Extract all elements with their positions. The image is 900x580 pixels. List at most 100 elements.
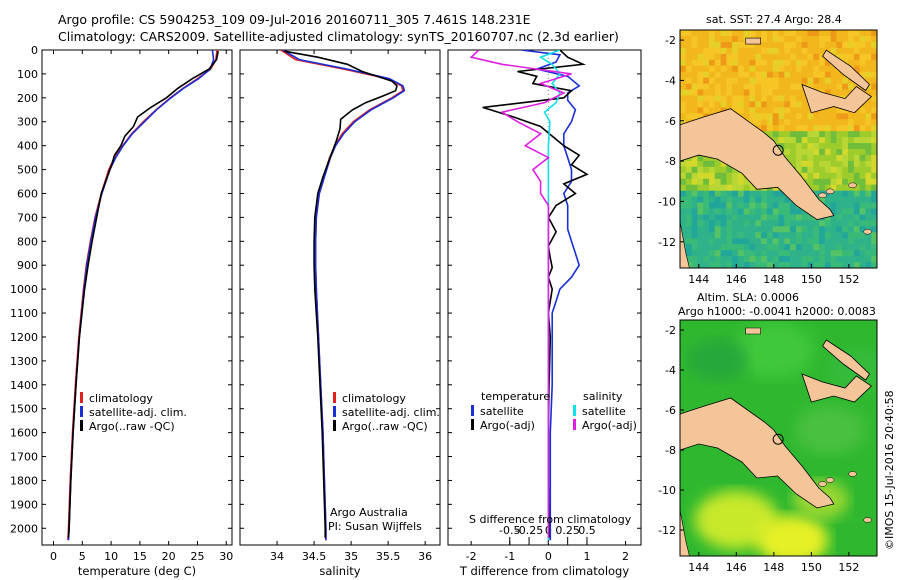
sst-cell bbox=[691, 47, 698, 55]
map-x-tick-label: 148 bbox=[763, 273, 784, 286]
sst-cell bbox=[865, 184, 872, 192]
sst-cell bbox=[813, 65, 820, 73]
sst-cell bbox=[830, 172, 837, 180]
sst-cell bbox=[859, 30, 866, 37]
sst-cell bbox=[784, 77, 791, 85]
sst-cell bbox=[836, 119, 843, 126]
sst-cell bbox=[726, 101, 733, 108]
sst-cell bbox=[824, 113, 832, 120]
sst-cell bbox=[743, 59, 751, 67]
sst-cell bbox=[703, 101, 710, 108]
sst-cell bbox=[824, 160, 832, 168]
sst-cell bbox=[790, 208, 797, 215]
sst-cell bbox=[685, 83, 693, 91]
sst-cell bbox=[824, 178, 832, 186]
sst-cell bbox=[703, 89, 710, 96]
sst-cell bbox=[865, 41, 872, 49]
sst-cell bbox=[842, 220, 849, 227]
series-line-climatology bbox=[280, 50, 404, 541]
sst-cell bbox=[732, 107, 739, 114]
sst-cell bbox=[772, 190, 780, 198]
sst-cell bbox=[859, 196, 866, 204]
sst-cell bbox=[813, 30, 820, 37]
sst-cell bbox=[749, 113, 756, 120]
sst-cell bbox=[848, 232, 855, 239]
sst-cell bbox=[824, 107, 832, 114]
sst-cell bbox=[709, 101, 716, 108]
sst-cell bbox=[819, 119, 826, 126]
sst-cell bbox=[691, 220, 698, 227]
y-tick-label: 1300 bbox=[10, 355, 38, 368]
sst-cell bbox=[680, 166, 687, 174]
sst-cell bbox=[720, 250, 727, 257]
sst-cell bbox=[859, 232, 866, 239]
sst-cell bbox=[853, 137, 861, 144]
legend-item-argo: Argo(..raw -QC) bbox=[333, 420, 440, 433]
sst-cell bbox=[795, 119, 803, 126]
sst-cell bbox=[819, 143, 826, 150]
sst-cell bbox=[842, 208, 849, 215]
sst-cell bbox=[830, 131, 837, 138]
sst-cell bbox=[784, 95, 791, 102]
sst-cell bbox=[859, 47, 866, 55]
sst-cell bbox=[766, 214, 774, 221]
sst-cell bbox=[795, 154, 803, 162]
sst-cell bbox=[859, 53, 866, 61]
sst-cell bbox=[680, 41, 687, 49]
sst-cell bbox=[749, 238, 756, 245]
sst-cell bbox=[824, 36, 832, 43]
sst-cell bbox=[755, 202, 762, 210]
sst-cell bbox=[801, 244, 809, 251]
sst-cell bbox=[732, 226, 739, 233]
sst-cell bbox=[865, 220, 872, 227]
sst-cell bbox=[807, 36, 814, 43]
sst-cell bbox=[737, 107, 745, 114]
sst-cell bbox=[819, 83, 826, 91]
sst-cell bbox=[720, 238, 727, 245]
sst-cell bbox=[697, 30, 704, 37]
sst-cell bbox=[685, 47, 693, 55]
sst-cell bbox=[778, 95, 785, 102]
sst-cell bbox=[743, 250, 751, 257]
sst-cell bbox=[726, 172, 733, 180]
sst-cell bbox=[807, 30, 814, 37]
sst-cell bbox=[824, 232, 832, 239]
sst-cell bbox=[766, 65, 774, 73]
sst-cell bbox=[755, 119, 762, 126]
sst-cell bbox=[871, 184, 877, 192]
sst-cell bbox=[824, 250, 832, 257]
sst-cell bbox=[871, 166, 877, 174]
sst-cell bbox=[795, 160, 803, 168]
sst-cell bbox=[819, 166, 826, 174]
sst-cell bbox=[830, 178, 837, 186]
sst-cell bbox=[685, 101, 693, 108]
sst-cell bbox=[691, 202, 698, 210]
sst-cell bbox=[813, 172, 820, 180]
sst-cell bbox=[819, 36, 826, 43]
sst-cell bbox=[737, 214, 745, 221]
sst-cell bbox=[743, 202, 751, 210]
sst-cell bbox=[691, 53, 698, 61]
sst-cell bbox=[737, 36, 745, 43]
y-tick-label: 100 bbox=[17, 68, 38, 81]
sst-cell bbox=[714, 107, 722, 114]
sst-cell bbox=[842, 36, 849, 43]
sst-cell bbox=[801, 220, 809, 227]
sst-cell bbox=[848, 113, 855, 120]
sst-cell bbox=[703, 220, 710, 227]
sst-cell bbox=[737, 71, 745, 79]
sst-cell bbox=[737, 256, 745, 263]
sst-cell bbox=[726, 256, 733, 263]
sst-cell bbox=[790, 154, 797, 162]
sst-cell bbox=[766, 226, 774, 233]
sst-cell bbox=[749, 119, 756, 126]
sst-cell bbox=[720, 220, 727, 227]
sst-cell bbox=[795, 131, 803, 138]
sst-cell bbox=[709, 214, 716, 221]
sst-cell bbox=[790, 137, 797, 144]
sst-cell bbox=[766, 190, 774, 198]
sst-cell bbox=[865, 202, 872, 210]
sst-cell bbox=[871, 89, 877, 96]
sst-cell bbox=[697, 166, 704, 174]
sst-cell bbox=[685, 166, 693, 174]
